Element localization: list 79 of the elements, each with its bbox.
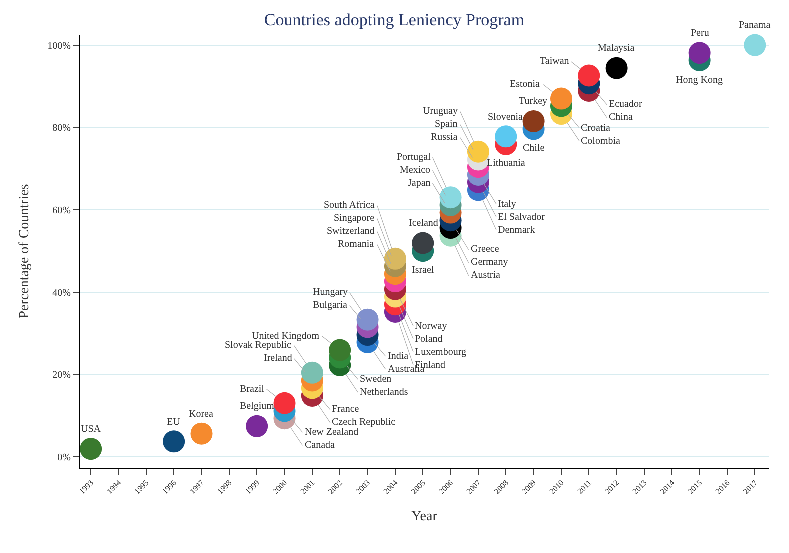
point (495, 126, 518, 148)
point (274, 392, 296, 414)
annotation: Lithuania (487, 158, 526, 169)
annotation: United Kingdom (252, 331, 320, 342)
annotation: Singapore (334, 213, 376, 224)
point (578, 64, 600, 87)
annotation: Greece (471, 244, 500, 255)
annotation: Romania (338, 239, 375, 250)
annotation: Ireland (264, 353, 292, 364)
annotation: Peru (691, 28, 710, 39)
annotation: Portugal (397, 152, 432, 163)
annotation: Turkey (519, 96, 548, 107)
point (246, 415, 268, 438)
annotation: Belgium (240, 401, 275, 412)
annotation: El Salvador (498, 212, 546, 223)
point (550, 88, 572, 110)
annotation: Germany (471, 257, 508, 268)
y-tick-label: 60% (52, 205, 71, 216)
annotation: Russia (431, 132, 458, 143)
annotation: Malaysia (598, 43, 636, 54)
y-tick-label: 100% (48, 40, 71, 52)
y-tick-label: 0% (58, 452, 71, 464)
annotation: Czech Republic (332, 417, 396, 428)
annotation: Iceland (409, 218, 438, 229)
point (190, 422, 213, 445)
y-tick-label: 40% (52, 288, 71, 299)
point (163, 430, 186, 453)
annotation: Mexico (400, 165, 431, 176)
annotation: Slovenia (488, 112, 524, 123)
point (301, 362, 324, 384)
annotation: Panama (739, 20, 772, 31)
annotation: Taiwan (540, 56, 570, 67)
annotation: USA (81, 424, 102, 435)
annotation: Denmark (498, 225, 536, 236)
point (744, 34, 766, 56)
point (522, 110, 545, 132)
y-tick-label: 80% (52, 123, 71, 134)
point (688, 42, 711, 64)
annotation: Chile (523, 143, 546, 154)
annotation: Hungary (313, 287, 348, 298)
y-axis-title: Percentage of Countries (17, 184, 32, 319)
annotation: Ecuador (609, 99, 643, 110)
annotation: EU (167, 417, 182, 428)
point (606, 57, 628, 80)
point (412, 232, 434, 254)
annotation: Estonia (510, 79, 541, 90)
annotation: France (332, 404, 360, 415)
annotation: Italy (498, 199, 516, 210)
annotation: Croatia (581, 123, 611, 134)
annotation: India (388, 351, 410, 362)
annotation: Bulgaria (313, 300, 348, 311)
annotation: China (609, 112, 634, 123)
annotation: Poland (415, 334, 443, 345)
annotation: South Africa (324, 200, 376, 211)
annotation: Korea (189, 409, 214, 420)
point (329, 339, 352, 362)
annotation: Luxembourg (415, 347, 466, 358)
annotation: Colombia (581, 136, 622, 147)
point (80, 438, 102, 460)
annotation: Austria (471, 270, 501, 281)
annotation: Israel (412, 265, 434, 276)
annotation: Brazil (240, 384, 265, 395)
annotation: Spain (435, 119, 458, 130)
point (356, 308, 379, 331)
annotation: Switzerland (327, 226, 375, 237)
annotation: New Zealand (305, 427, 359, 438)
chart-title: Countries adopting Leniency Program (264, 10, 525, 30)
annotation: Sweden (360, 374, 392, 385)
annotation: Norway (415, 321, 448, 332)
annotation: Japan (408, 178, 431, 189)
annotation: Hong Kong (676, 75, 723, 86)
annotation: Slovak Republic (225, 340, 292, 351)
x-axis-title: Year (412, 509, 438, 524)
annotation: Netherlands (360, 387, 408, 398)
annotation: Canada (305, 440, 336, 451)
point (384, 248, 406, 270)
point (440, 186, 462, 209)
annotation: Uruguay (423, 106, 458, 117)
y-tick-label: 20% (52, 370, 71, 382)
